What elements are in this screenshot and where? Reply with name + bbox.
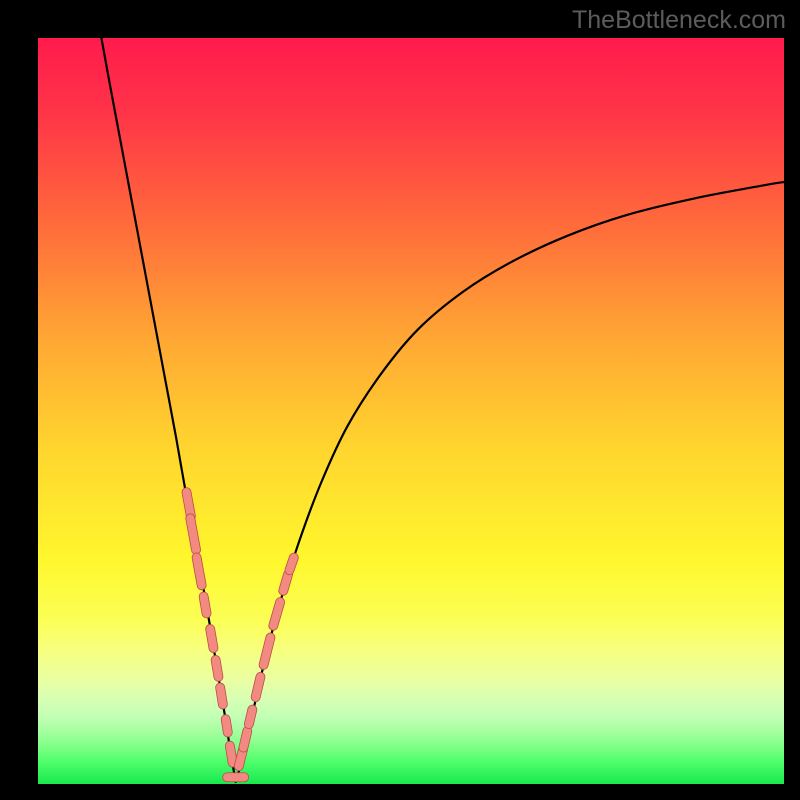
- chart-frame: TheBottleneck.com: [0, 0, 800, 800]
- plot-area: [38, 38, 784, 784]
- data-marker: [223, 773, 249, 782]
- gradient-background: [38, 38, 784, 784]
- watermark-text: TheBottleneck.com: [572, 6, 786, 35]
- plot-svg: [38, 38, 784, 784]
